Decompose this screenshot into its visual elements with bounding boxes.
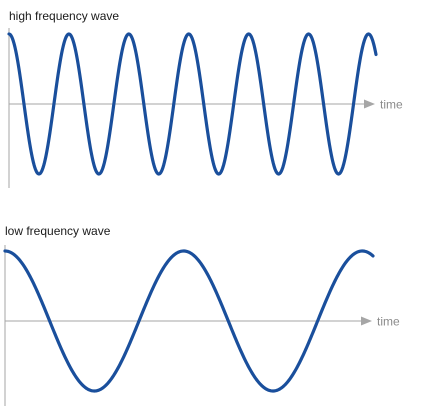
high-frequency-axis-label: time [380, 98, 403, 112]
low-frequency-axis-label: time [377, 315, 400, 329]
low-frequency-panel: low frequency wave time [3, 224, 400, 406]
low-frequency-wave-line [3, 249, 375, 393]
high-frequency-wave-line [7, 32, 378, 176]
high-frequency-panel: high frequency wave time [7, 9, 403, 188]
high-frequency-arrow-icon [364, 99, 375, 109]
low-frequency-title: low frequency wave [5, 224, 111, 238]
low-frequency-arrow-icon [361, 316, 372, 326]
high-frequency-title: high frequency wave [9, 9, 119, 23]
